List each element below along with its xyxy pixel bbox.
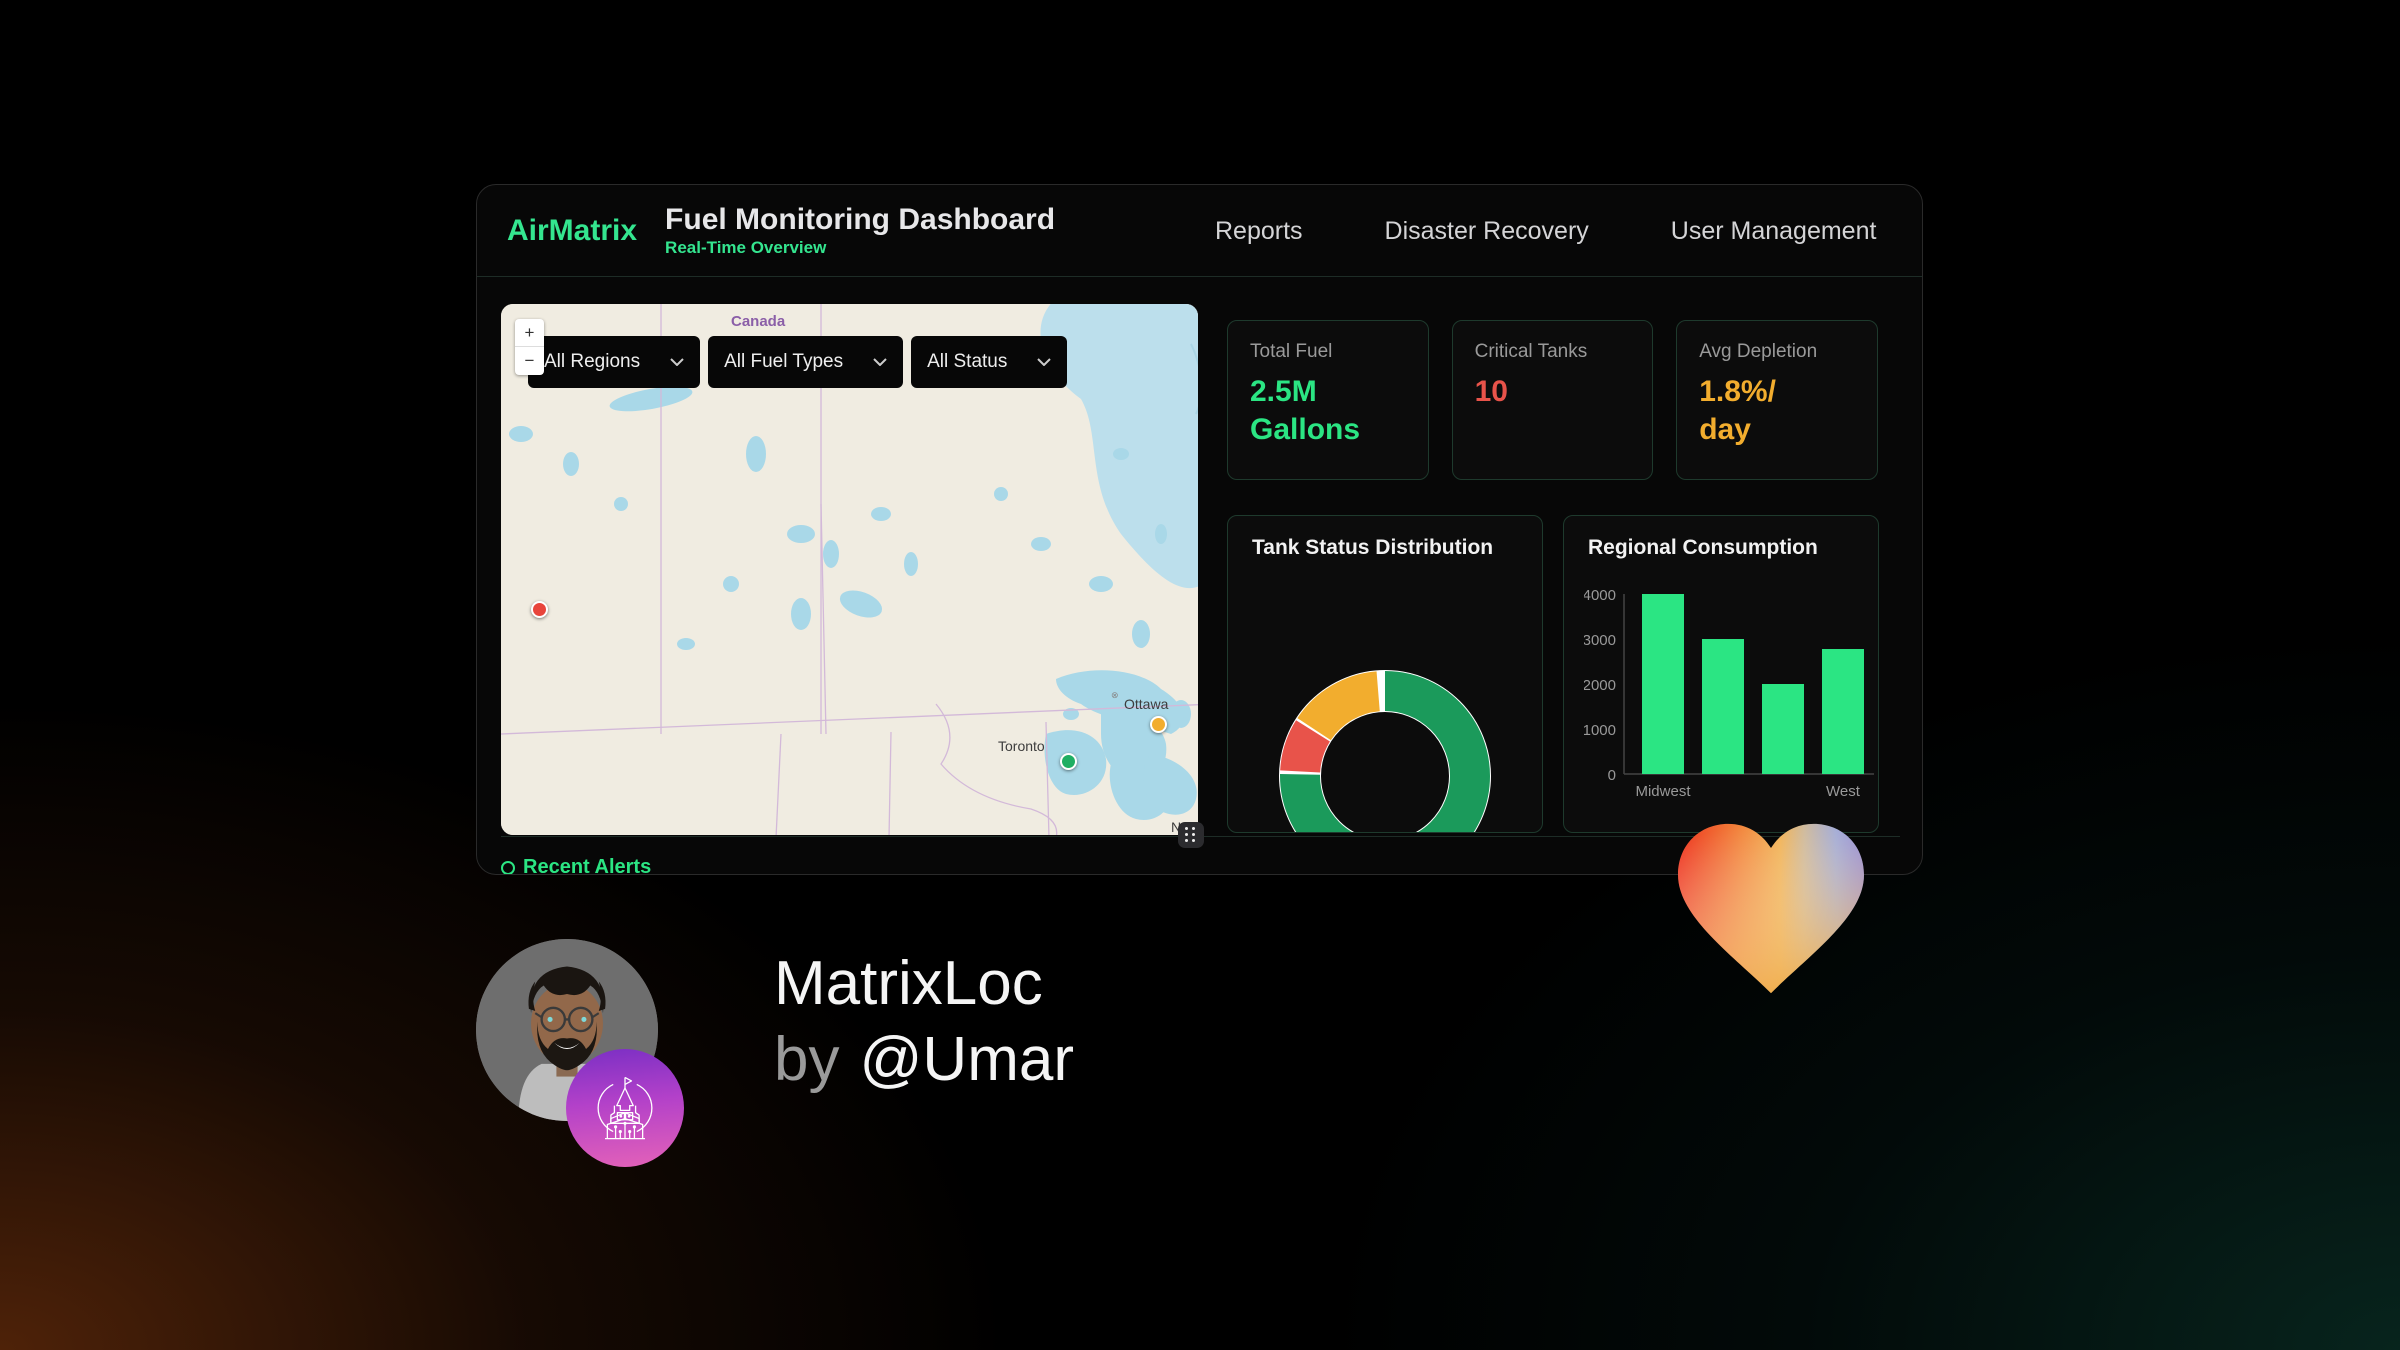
svg-text:2000: 2000 [1584, 677, 1616, 694]
svg-text:4000: 4000 [1584, 587, 1616, 604]
svg-text:Midwest: Midwest [1635, 783, 1691, 800]
svg-text:0: 0 [1608, 767, 1616, 784]
svg-text:Toronto: Toronto [998, 738, 1045, 754]
svg-text:1000: 1000 [1584, 722, 1616, 739]
svg-text:West: West [1826, 783, 1861, 800]
svg-text:3000: 3000 [1584, 632, 1616, 649]
svg-text:Ottawa: Ottawa [1124, 696, 1169, 712]
svg-text:Canada: Canada [731, 313, 786, 330]
svg-text:⊗: ⊗ [1111, 690, 1119, 700]
